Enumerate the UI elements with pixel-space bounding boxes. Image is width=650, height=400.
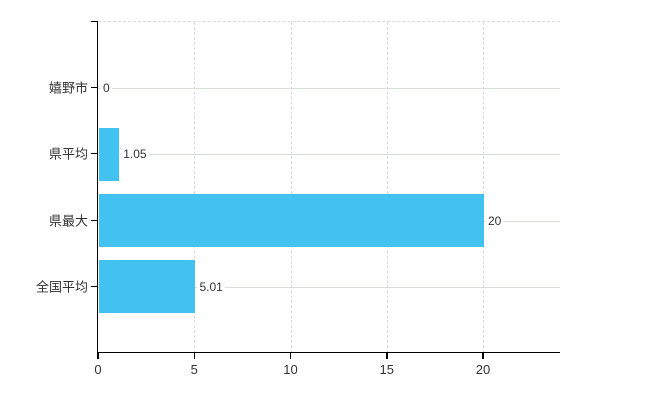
category-label: 嬉野市 xyxy=(48,80,88,96)
category-label: 県平均 xyxy=(48,146,88,162)
x-tick-label: 5 xyxy=(190,362,198,377)
x-tick xyxy=(482,353,484,359)
gridline-vertical xyxy=(194,22,196,353)
x-tick xyxy=(386,353,388,359)
value-label: 1.05 xyxy=(121,147,149,162)
x-tick-label: 15 xyxy=(379,362,394,377)
value-label: 5.01 xyxy=(197,279,225,294)
x-tick xyxy=(289,353,292,359)
gridline-horizontal xyxy=(98,286,560,288)
gridline-vertical xyxy=(483,22,484,353)
x-axis-line xyxy=(96,351,560,353)
gridline-horizontal xyxy=(98,88,560,90)
value-label: 20 xyxy=(486,213,504,228)
y-tick xyxy=(91,153,98,155)
plot-top-border xyxy=(98,21,560,22)
x-tick xyxy=(97,353,99,359)
category-label: 全国平均 xyxy=(35,279,88,295)
category-label: 県最大 xyxy=(48,213,88,229)
y-axis-line xyxy=(96,21,98,353)
gridline-vertical xyxy=(290,22,292,353)
y-tick xyxy=(91,285,98,287)
gridline-vertical xyxy=(386,22,388,353)
bar-2 xyxy=(99,194,484,248)
gridline-horizontal xyxy=(98,154,560,156)
y-tick xyxy=(91,219,98,221)
value-label: 0 xyxy=(101,81,112,96)
bar-1 xyxy=(99,127,120,181)
x-tick-label: 0 xyxy=(94,362,102,377)
y-tick xyxy=(91,87,98,89)
x-tick-label: 10 xyxy=(283,362,298,377)
x-tick xyxy=(193,353,195,359)
y-axis-top-tick xyxy=(91,21,98,22)
bar-3 xyxy=(99,260,196,314)
x-tick-label: 20 xyxy=(475,362,491,377)
